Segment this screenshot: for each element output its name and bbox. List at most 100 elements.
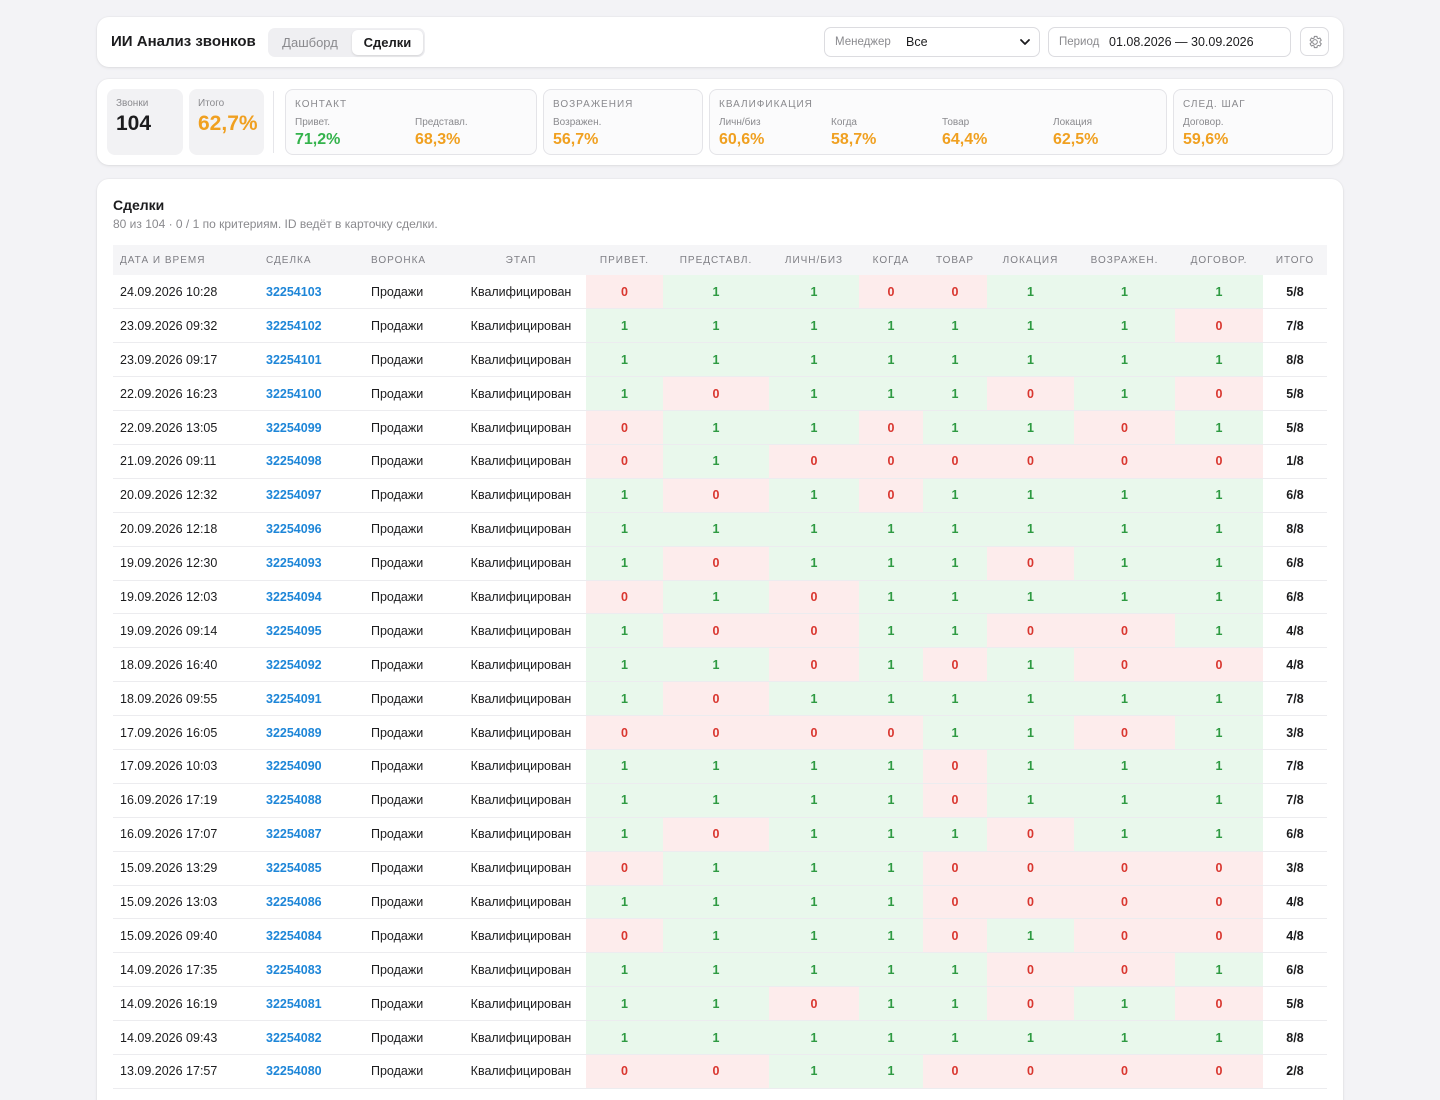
cell-total: 2/8 bbox=[1263, 1054, 1327, 1089]
column-header[interactable]: ЛИЧН/БИЗ bbox=[769, 245, 859, 275]
deal-id-link[interactable]: 32254086 bbox=[259, 885, 364, 920]
score-cell: 1 bbox=[1175, 512, 1263, 547]
score-cell: 0 bbox=[1175, 851, 1263, 886]
deal-id-link[interactable]: 32254100 bbox=[259, 376, 364, 412]
score-cell: 1 bbox=[586, 817, 663, 852]
tab-deals[interactable]: Сделки bbox=[352, 30, 423, 55]
cell-total: 7/8 bbox=[1263, 308, 1327, 344]
column-header[interactable]: ТОВАР bbox=[923, 245, 987, 275]
table-row[interactable]: 15.09.2026 09:40 32254084 Продажи Квалифици… bbox=[113, 918, 1327, 954]
cell-date: 21.09.2026 09:11 bbox=[113, 444, 259, 479]
score-cell: 0 bbox=[663, 715, 769, 750]
column-header[interactable]: ЛОКАЦИЯ bbox=[987, 245, 1074, 275]
score-cell: 1 bbox=[586, 647, 663, 683]
deal-id-link[interactable]: 32254092 bbox=[259, 647, 364, 683]
column-header[interactable]: КОГДА bbox=[859, 245, 923, 275]
deal-id-link[interactable]: 32254093 bbox=[259, 546, 364, 581]
score-cell: 0 bbox=[987, 546, 1074, 581]
column-header[interactable]: ВОРОНКА bbox=[364, 245, 456, 275]
deal-id-link[interactable]: 32254087 bbox=[259, 817, 364, 852]
deal-id-link[interactable]: 32254090 bbox=[259, 749, 364, 784]
table-row[interactable]: 15.09.2026 13:03 32254086 Продажи Квалифици… bbox=[113, 885, 1327, 920]
deal-id-link[interactable]: 32254081 bbox=[259, 986, 364, 1022]
deal-id-link[interactable]: 32254095 bbox=[259, 613, 364, 649]
table-row[interactable]: 24.09.2026 10:28 32254103 Продажи Квалифици… bbox=[113, 275, 1327, 310]
cell-date: 15.09.2026 13:29 bbox=[113, 851, 259, 886]
table-row[interactable]: 20.09.2026 12:18 32254096 Продажи Квалифици… bbox=[113, 512, 1327, 547]
deal-id-link[interactable]: 32254096 bbox=[259, 512, 364, 547]
score-cell: 1 bbox=[1074, 817, 1175, 852]
table-row[interactable]: 14.09.2026 09:43 32254082 Продажи Квалифици… bbox=[113, 1020, 1327, 1055]
column-header[interactable]: ПРЕДСТАВЛ. bbox=[663, 245, 769, 275]
deal-id-link[interactable]: 32254088 bbox=[259, 783, 364, 818]
score-cell: 1 bbox=[1175, 546, 1263, 581]
deal-id-link[interactable]: 32254083 bbox=[259, 952, 364, 988]
column-header[interactable]: ИТОГО bbox=[1263, 245, 1327, 275]
cell-date: 20.09.2026 12:32 bbox=[113, 478, 259, 513]
table-row[interactable]: 14.09.2026 17:35 32254083 Продажи Квалифици… bbox=[113, 952, 1327, 988]
table-row[interactable]: 13.09.2026 17:57 32254080 Продажи Квалифици… bbox=[113, 1054, 1327, 1089]
column-header[interactable]: ВОЗРАЖЕН. bbox=[1074, 245, 1175, 275]
score-cell: 1 bbox=[1074, 376, 1175, 412]
cell-stage: Квалифицирован bbox=[456, 952, 586, 988]
column-header[interactable]: ДАТА И ВРЕМЯ bbox=[113, 245, 259, 275]
table-row[interactable]: 14.09.2026 16:19 32254081 Продажи Квалифици… bbox=[113, 986, 1327, 1022]
table-row[interactable]: 22.09.2026 13:05 32254099 Продажи Квалифици… bbox=[113, 410, 1327, 445]
table-row[interactable]: 18.09.2026 16:40 32254092 Продажи Квалифици… bbox=[113, 647, 1327, 683]
column-header[interactable]: СДЕЛКА bbox=[259, 245, 364, 275]
deal-id-link[interactable]: 32254082 bbox=[259, 1020, 364, 1055]
table-row[interactable]: 16.09.2026 17:07 32254087 Продажи Квалифици… bbox=[113, 817, 1327, 852]
score-cell: 0 bbox=[586, 410, 663, 445]
metric-value: 62,5% bbox=[1053, 131, 1099, 148]
table-row[interactable]: 21.09.2026 09:11 32254098 Продажи Квалифици… bbox=[113, 444, 1327, 479]
table-row[interactable]: 15.09.2026 13:29 32254085 Продажи Квалифици… bbox=[113, 851, 1327, 886]
deal-id-link[interactable]: 32254101 bbox=[259, 342, 364, 378]
score-cell: 1 bbox=[923, 308, 987, 344]
tab-dashboard[interactable]: Дашборд bbox=[282, 35, 338, 50]
score-cell: 0 bbox=[769, 986, 859, 1022]
table-row[interactable]: 19.09.2026 12:30 32254093 Продажи Квалифици… bbox=[113, 546, 1327, 581]
column-header[interactable]: ЭТАП bbox=[456, 245, 586, 275]
table-row[interactable]: 16.09.2026 17:19 32254088 Продажи Квалифици… bbox=[113, 783, 1327, 818]
score-cell: 0 bbox=[663, 376, 769, 412]
table-row[interactable]: 17.09.2026 16:05 32254089 Продажи Квалифици… bbox=[113, 715, 1327, 750]
score-cell: 1 bbox=[859, 546, 923, 581]
deals-table: ДАТА И ВРЕМЯ СДЕЛКА ВОРОНКА ЭТАП ПРИВЕТ.… bbox=[113, 245, 1327, 1089]
score-cell: 0 bbox=[586, 580, 663, 615]
deal-id-link[interactable]: 32254085 bbox=[259, 851, 364, 886]
column-header[interactable]: ДОГОВОР. bbox=[1175, 245, 1263, 275]
deal-id-link[interactable]: 32254084 bbox=[259, 918, 364, 954]
deal-id-link[interactable]: 32254094 bbox=[259, 580, 364, 615]
score-cell: 1 bbox=[859, 749, 923, 784]
cell-total: 6/8 bbox=[1263, 478, 1327, 513]
stats-panel: Звонки 104 Итого 62,7% КОНТАКТ Привет. 7… bbox=[97, 79, 1343, 165]
cell-funnel: Продажи bbox=[364, 681, 456, 717]
table-row[interactable]: 23.09.2026 09:32 32254102 Продажи Квалифици… bbox=[113, 308, 1327, 344]
table-row[interactable]: 22.09.2026 16:23 32254100 Продажи Квалифици… bbox=[113, 376, 1327, 412]
score-cell: 1 bbox=[1074, 512, 1175, 547]
table-row[interactable]: 23.09.2026 09:17 32254101 Продажи Квалифици… bbox=[113, 342, 1327, 378]
deal-id-link[interactable]: 32254091 bbox=[259, 681, 364, 717]
table-row[interactable]: 19.09.2026 09:14 32254095 Продажи Квалифици… bbox=[113, 613, 1327, 649]
settings-button[interactable] bbox=[1300, 27, 1329, 56]
score-cell: 0 bbox=[987, 376, 1074, 412]
manager-select[interactable]: Менеджер Все bbox=[824, 27, 1040, 57]
table-row[interactable]: 18.09.2026 09:55 32254091 Продажи Квалифици… bbox=[113, 681, 1327, 717]
score-cell: 1 bbox=[663, 885, 769, 920]
divider bbox=[273, 91, 274, 153]
column-header[interactable]: ПРИВЕТ. bbox=[586, 245, 663, 275]
table-row[interactable]: 20.09.2026 12:32 32254097 Продажи Квалифици… bbox=[113, 478, 1327, 513]
deal-id-link[interactable]: 32254080 bbox=[259, 1054, 364, 1089]
score-cell: 1 bbox=[1074, 986, 1175, 1022]
table-row[interactable]: 19.09.2026 12:03 32254094 Продажи Квалифици… bbox=[113, 580, 1327, 615]
deal-id-link[interactable]: 32254089 bbox=[259, 715, 364, 750]
deal-id-link[interactable]: 32254098 bbox=[259, 444, 364, 479]
period-field[interactable]: Период 01.08.2026 — 30.09.2026 bbox=[1048, 27, 1291, 57]
deal-id-link[interactable]: 32254103 bbox=[259, 275, 364, 310]
deal-id-link[interactable]: 32254097 bbox=[259, 478, 364, 513]
cell-date: 15.09.2026 13:03 bbox=[113, 885, 259, 920]
table-row[interactable]: 17.09.2026 10:03 32254090 Продажи Квалифици… bbox=[113, 749, 1327, 784]
deal-id-link[interactable]: 32254102 bbox=[259, 308, 364, 344]
deal-id-link[interactable]: 32254099 bbox=[259, 410, 364, 445]
group-title: ВОЗРАЖЕНИЯ bbox=[553, 99, 634, 110]
